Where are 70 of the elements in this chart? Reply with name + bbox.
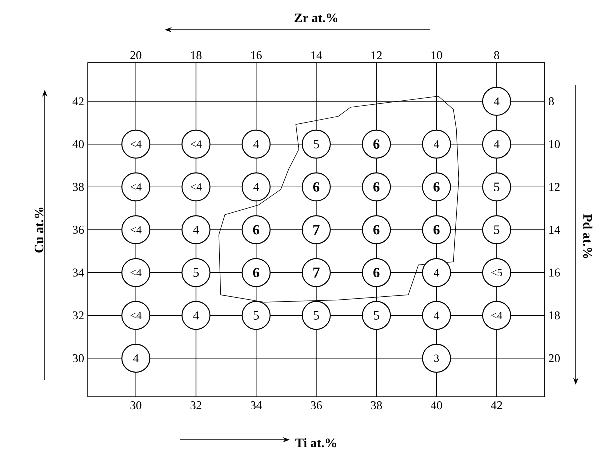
x-tick-label: 40	[431, 402, 442, 410]
text: <4	[130, 312, 142, 320]
text: <5	[492, 269, 502, 276]
data-label: 6	[374, 182, 380, 192]
y-tick-label: 40	[72, 140, 84, 148]
data-label: 7	[314, 268, 320, 278]
y2-tick-label: 16	[550, 268, 560, 277]
data-label: 6	[374, 225, 380, 235]
data-label: 6	[313, 182, 320, 192]
data-label: 4	[254, 183, 260, 192]
y2-tick-label: 20	[549, 354, 560, 362]
x-axis-title: Ti at.%	[296, 438, 336, 448]
x-tick-label: 38	[371, 402, 382, 410]
y2-tick-label: 18	[550, 312, 560, 320]
x2-tick-label: 12	[372, 52, 382, 60]
data-label: 6	[253, 268, 260, 278]
y-tick-label: 38	[73, 183, 84, 192]
x2-tick-label: 14	[312, 52, 322, 60]
x2-tick-label: 8	[494, 51, 500, 60]
text: <4	[190, 140, 202, 148]
x2-tick-label: 18	[191, 51, 202, 60]
text: <4	[130, 226, 142, 234]
y2-tick-label: 14	[550, 226, 560, 234]
x-tick-label: 36	[311, 402, 322, 410]
data-label: 6	[253, 225, 260, 235]
y2-tick-label: 10	[550, 140, 560, 148]
data-label: 5	[494, 182, 500, 192]
data-label: 5	[314, 140, 320, 149]
y-tick-label: 34	[73, 268, 84, 277]
text: <4	[130, 269, 142, 276]
data-label: 5	[374, 311, 380, 320]
x-tick-label: 42	[491, 402, 502, 410]
x-tick-label: 30	[130, 402, 142, 410]
data-label: 6	[374, 140, 380, 150]
data-label: 4	[193, 312, 200, 320]
data-label: 4	[494, 140, 500, 148]
data-label: 4	[434, 140, 440, 148]
y-tick-label: 42	[72, 98, 84, 106]
y-tick-label: 30	[73, 354, 84, 362]
data-label: 4	[434, 268, 440, 277]
text: <4	[130, 184, 142, 191]
y2-tick-label: 8	[548, 98, 554, 106]
x2-axis-title: Zr at.%	[294, 14, 338, 23]
y-axis-title: Cu at.%	[34, 208, 44, 253]
data-label: 5	[314, 311, 320, 320]
data-label: 6	[434, 225, 440, 235]
data-label: 5	[494, 226, 500, 234]
text: <4	[190, 184, 202, 191]
data-label: 6	[374, 268, 380, 278]
data-label: 5	[254, 311, 260, 320]
y-tick-label: 36	[73, 226, 84, 234]
data-label: 4	[254, 140, 260, 148]
text: <4	[130, 140, 142, 148]
data-label: 5	[194, 268, 199, 278]
data-label: 3	[434, 354, 440, 362]
x2-tick-label: 16	[251, 51, 262, 60]
data-label: 4	[193, 226, 200, 234]
text: <4	[492, 312, 503, 320]
data-label: 4	[494, 98, 500, 106]
y2-tick-label: 12	[550, 183, 560, 192]
data-label: 4	[434, 312, 440, 320]
y-tick-label: 32	[73, 312, 84, 320]
x-tick-label: 34	[250, 402, 262, 410]
y2-axis-title: Pd at.%	[583, 214, 593, 258]
data-label: 7	[314, 225, 320, 235]
x2-tick-label: 10	[432, 51, 442, 60]
x2-tick-label: 20	[130, 51, 142, 60]
data-label: 4	[133, 354, 139, 362]
data-label: 6	[434, 182, 440, 192]
x-tick-label: 32	[190, 402, 202, 410]
